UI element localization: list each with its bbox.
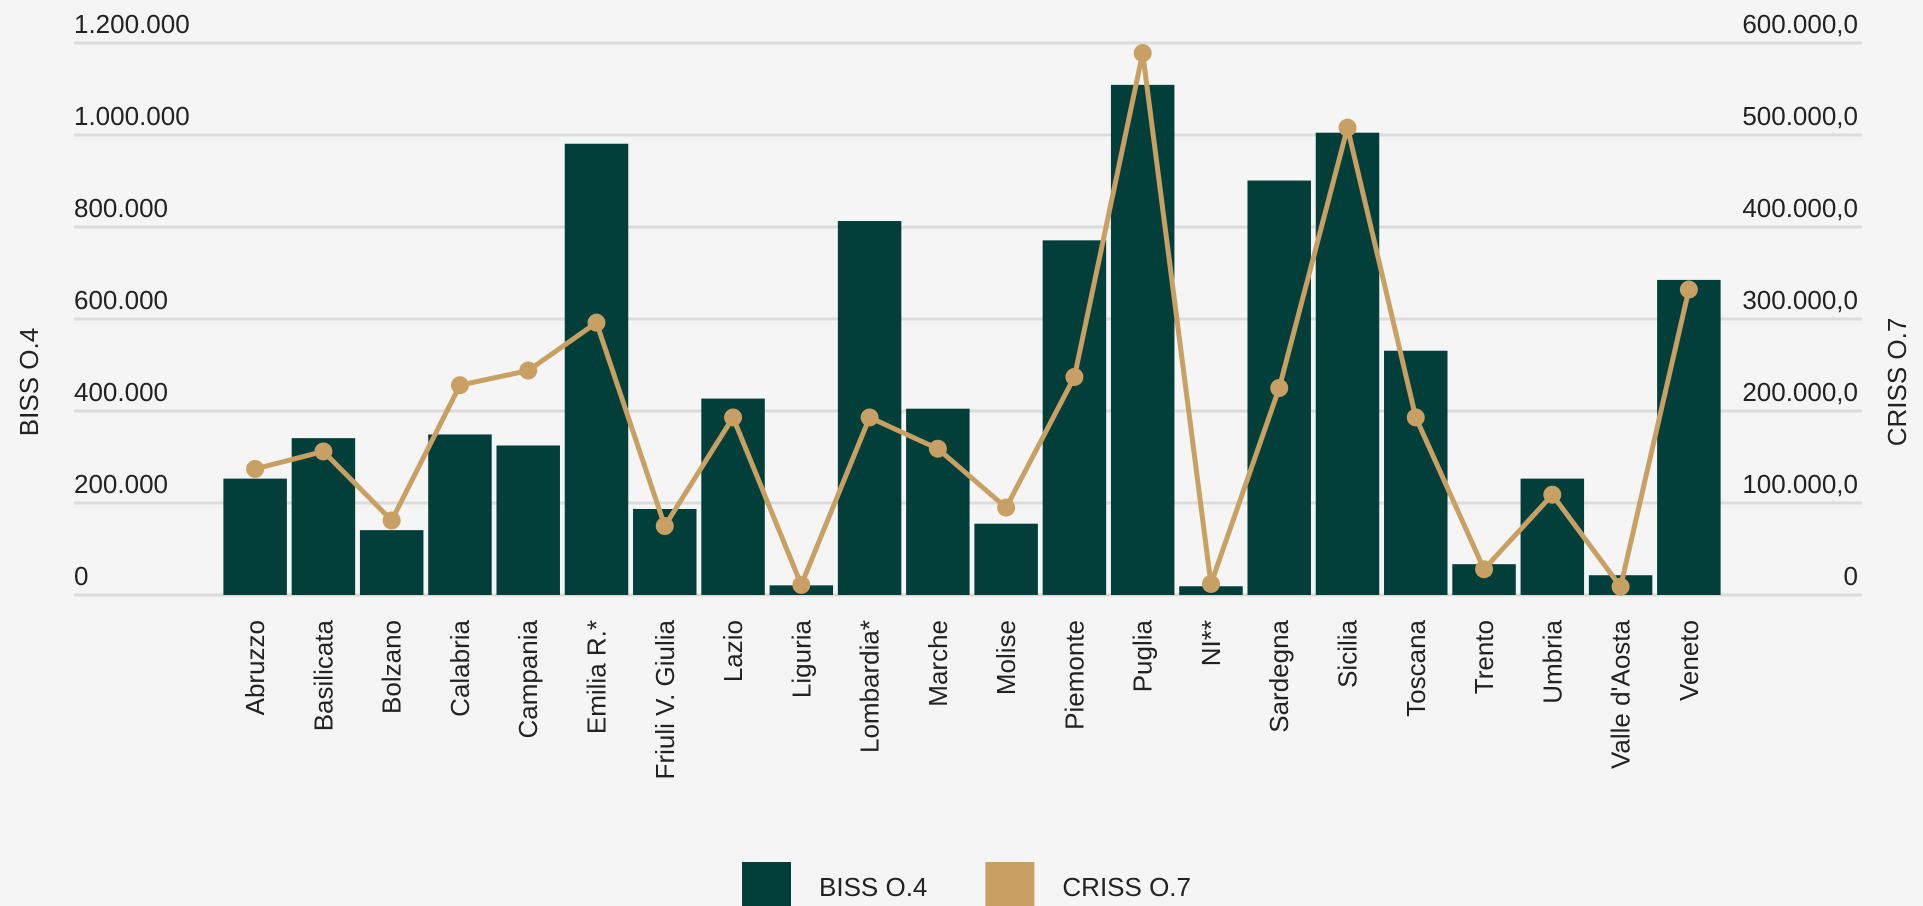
x-tick-label: Basilicata — [308, 619, 338, 731]
legend-label: CRISS O.7 — [1062, 872, 1191, 902]
x-tick-label: Liguria — [786, 619, 816, 698]
bar — [1110, 84, 1175, 596]
line-point — [792, 575, 811, 594]
x-tick-label: Piemonte — [1059, 620, 1089, 730]
line-point — [246, 459, 265, 478]
y2-tick-label: 300.000,0 — [1742, 285, 1858, 315]
line-point — [1270, 379, 1289, 397]
x-tick-label: Sicilia — [1333, 619, 1363, 687]
line-point — [997, 498, 1016, 517]
bar — [223, 478, 287, 595]
line-point — [1679, 280, 1698, 299]
line-point — [1475, 560, 1494, 579]
bar — [291, 438, 356, 595]
bar — [359, 530, 424, 595]
line-point — [587, 313, 606, 332]
y-tick-label: 600.000 — [74, 285, 168, 315]
y2-tick-label: 100.000,0 — [1742, 469, 1858, 499]
line-point — [1543, 485, 1562, 504]
x-tick-label: Abruzzo — [240, 620, 270, 715]
x-tick-label: Toscana — [1401, 619, 1431, 716]
bar — [837, 221, 902, 595]
x-tick-label: Umbria — [1537, 619, 1567, 703]
line-point — [314, 442, 333, 461]
bar — [1315, 132, 1380, 595]
line-point — [519, 361, 538, 380]
line-point — [382, 511, 401, 530]
bar — [701, 398, 765, 595]
line-point — [860, 408, 879, 427]
line-point — [1338, 118, 1357, 137]
y-tick-label: 0 — [74, 561, 88, 591]
line-point — [1065, 367, 1084, 386]
x-tick-label: Friuli V. Giulia — [650, 619, 680, 779]
bar — [1384, 350, 1448, 595]
y2-tick-label: 200.000,0 — [1742, 377, 1858, 407]
line-point — [724, 408, 743, 427]
x-tick-label: Puglia — [1128, 619, 1158, 692]
x-tick-label: Molise — [991, 620, 1021, 695]
line-point — [1133, 44, 1152, 63]
x-tick-label: Campania — [513, 619, 543, 738]
x-tick-label: Emilia R.* — [582, 620, 612, 734]
legend-swatch — [742, 862, 791, 906]
y2-tick-label: 600.000,0 — [1742, 9, 1858, 39]
x-tick-label: Lombardia* — [855, 620, 885, 753]
legend-swatch — [985, 862, 1035, 906]
x-tick-label: Veneto — [1674, 620, 1704, 701]
line-point — [928, 439, 947, 458]
y-axis-label: BISS O.4 — [14, 328, 44, 436]
x-tick-label: Marche — [923, 620, 953, 707]
x-tick-label: Trento — [1469, 620, 1499, 694]
bar — [428, 434, 492, 595]
legend-label: BISS O.4 — [819, 872, 927, 902]
x-tick-label: Bolzano — [377, 620, 407, 714]
line-point — [1201, 574, 1220, 593]
y-tick-label: 400.000 — [74, 377, 168, 407]
x-tick-label: Sardegna — [1264, 619, 1294, 732]
y-tick-label: 200.000 — [74, 469, 168, 499]
line-point — [1611, 577, 1630, 596]
bar — [564, 143, 629, 596]
x-tick-label: Lazio — [718, 620, 748, 682]
y2-tick-label: 400.000,0 — [1742, 193, 1858, 223]
line-point — [450, 376, 469, 395]
x-tick-label: Calabria — [445, 619, 475, 716]
line — [254, 50, 1692, 590]
x-tick-label: Valle d'Aosta — [1606, 619, 1636, 769]
y2-axis-label: CRISS O.7 — [1882, 318, 1912, 447]
line-point — [1406, 408, 1425, 427]
bar — [496, 445, 560, 595]
y-tick-label: 800.000 — [74, 193, 168, 223]
line-point — [655, 517, 674, 535]
y-tick-label: 1.200.000 — [74, 9, 190, 39]
y2-tick-label: 500.000,0 — [1742, 101, 1858, 131]
x-tick-label: NI** — [1196, 620, 1226, 666]
y2-tick-label: 0 — [1844, 561, 1858, 591]
bar — [1657, 279, 1721, 595]
bar — [974, 523, 1038, 595]
y-tick-label: 1.000.000 — [74, 101, 190, 131]
